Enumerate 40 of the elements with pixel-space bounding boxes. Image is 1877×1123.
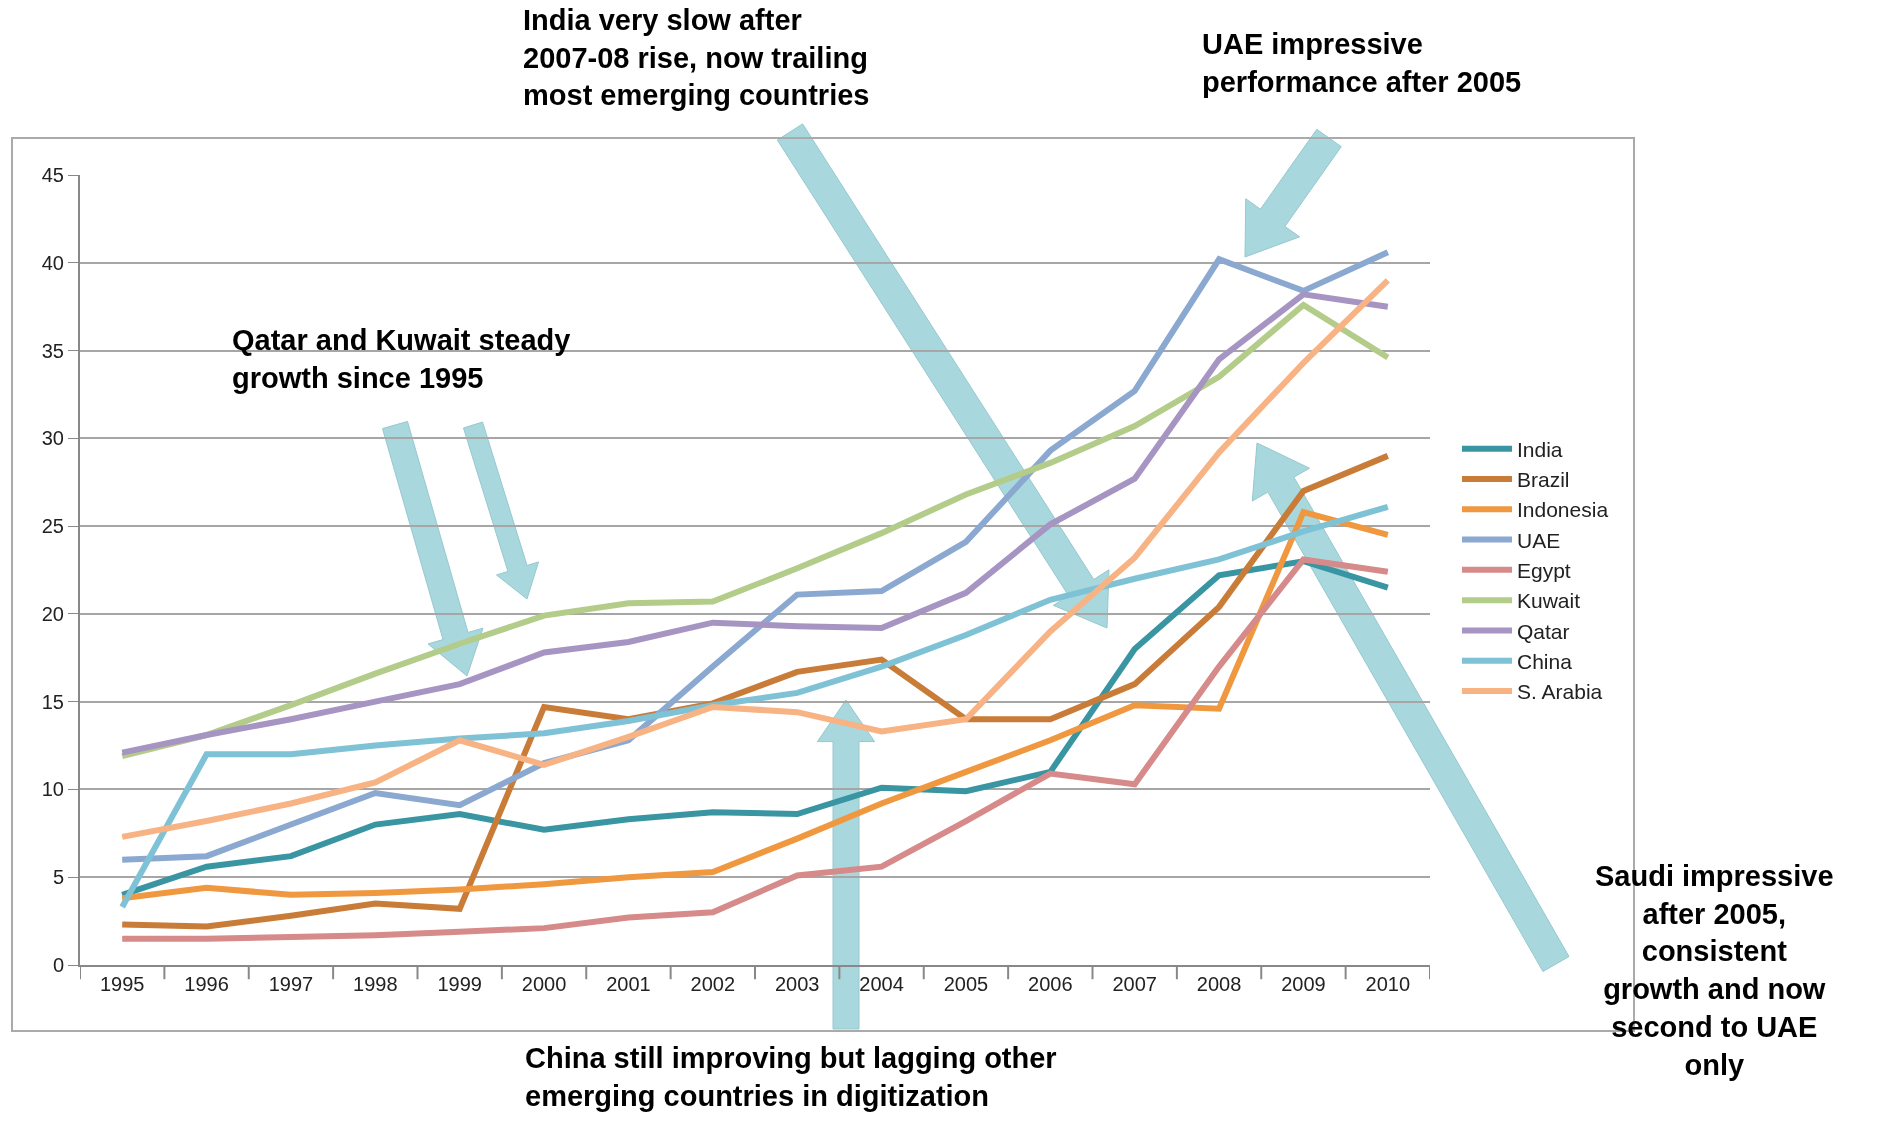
legend-label: UAE [1517, 528, 1561, 552]
x-tick-label: 1998 [353, 973, 398, 995]
legend-label: Kuwait [1517, 589, 1581, 613]
y-tick-label: 40 [41, 251, 64, 274]
x-tick-label: 2005 [943, 973, 989, 995]
y-tick-label: 30 [41, 427, 64, 450]
x-tick-label: 2006 [1028, 973, 1073, 995]
text: Saudi impressive after 2005, consistent growth and now second to UAE only [1595, 860, 1834, 1081]
text: China still improving but lagging other emerging countries in digitization [525, 1042, 1057, 1112]
legend-label: India [1517, 437, 1563, 461]
legend-label: Indonesia [1517, 498, 1609, 522]
legend-label: Brazil [1517, 468, 1570, 492]
x-tick-label: 1999 [437, 973, 482, 995]
y-tick-label: 35 [41, 339, 64, 362]
x-tick-label: 2007 [1112, 973, 1157, 995]
x-tick-label: 2003 [774, 973, 820, 995]
y-tick-label: 10 [41, 778, 64, 801]
x-tick-label: 2008 [1196, 973, 1242, 995]
x-tick-label: 1996 [184, 973, 229, 995]
text: India very slow after 2007-08 rise, now trailing most emerging countries [523, 4, 870, 112]
x-tick-label: 2010 [1365, 973, 1411, 995]
legend-label: China [1517, 649, 1573, 673]
y-tick-label: 45 [41, 164, 64, 186]
y-tick-label: 20 [41, 602, 64, 625]
annotation: Qatar and Kuwait steady growth since 1995 [232, 324, 571, 394]
legend-label: Egypt [1517, 559, 1571, 583]
x-tick-label: 2002 [690, 973, 736, 995]
x-tick-label: 1995 [99, 973, 145, 995]
y-tick-label: 25 [41, 515, 64, 538]
y-tick-label: 0 [52, 954, 64, 976]
x-tick-label: 2001 [606, 973, 651, 995]
y-tick-label: 5 [52, 866, 64, 889]
x-tick-label: 2009 [1281, 973, 1326, 995]
x-tick-label: 2004 [859, 973, 904, 995]
x-tick-label: 1997 [268, 973, 314, 995]
legend-label: Qatar [1517, 619, 1570, 643]
x-tick-label: 2000 [521, 973, 567, 995]
text: UAE impressive performance after 2005 [1202, 28, 1522, 98]
y-tick-label: 15 [41, 690, 64, 713]
legend-label: S. Arabia [1517, 680, 1603, 704]
